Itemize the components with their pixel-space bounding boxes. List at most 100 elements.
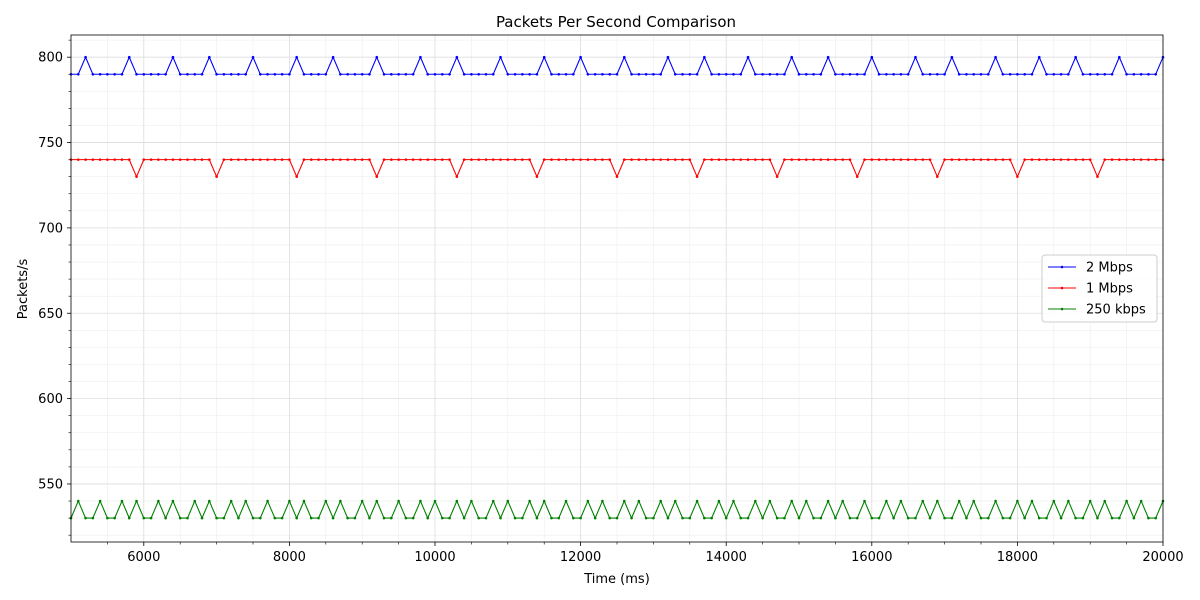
data-point-2-mbps (332, 56, 335, 59)
data-point-2-mbps (1147, 73, 1150, 76)
data-point-250-kbps (441, 517, 444, 520)
data-point-2-mbps (419, 56, 422, 59)
data-point-250-kbps (288, 500, 291, 503)
data-point-1-mbps (434, 158, 437, 161)
data-point-1-mbps (594, 158, 597, 161)
data-point-1-mbps (201, 158, 204, 161)
data-point-250-kbps (426, 517, 429, 520)
data-point-1-mbps (281, 158, 284, 161)
data-point-2-mbps (710, 73, 713, 76)
data-point-250-kbps (1023, 517, 1026, 520)
data-point-250-kbps (92, 517, 95, 520)
data-point-250-kbps (1154, 517, 1157, 520)
data-point-1-mbps (128, 158, 131, 161)
data-point-2-mbps (536, 73, 539, 76)
data-point-1-mbps (667, 158, 670, 161)
data-point-250-kbps (790, 500, 793, 503)
data-point-1-mbps (99, 158, 102, 161)
data-point-1-mbps (943, 158, 946, 161)
data-point-1-mbps (557, 158, 560, 161)
data-point-250-kbps (143, 517, 146, 520)
data-point-2-mbps (99, 73, 102, 76)
data-point-1-mbps (681, 158, 684, 161)
data-point-2-mbps (521, 73, 524, 76)
data-point-1-mbps (798, 158, 801, 161)
data-point-250-kbps (761, 517, 764, 520)
data-point-250-kbps (106, 517, 109, 520)
data-point-2-mbps (616, 73, 619, 76)
data-point-1-mbps (1096, 175, 1099, 178)
data-point-2-mbps (761, 73, 764, 76)
data-point-1-mbps (113, 158, 116, 161)
data-point-1-mbps (579, 158, 582, 161)
data-point-250-kbps (943, 517, 946, 520)
data-point-250-kbps (332, 517, 335, 520)
data-point-250-kbps (951, 517, 954, 520)
data-point-1-mbps (739, 158, 742, 161)
data-point-250-kbps (1103, 500, 1106, 503)
data-point-250-kbps (623, 500, 626, 503)
data-point-1-mbps (303, 158, 306, 161)
data-point-2-mbps (485, 73, 488, 76)
data-point-1-mbps (638, 158, 641, 161)
data-point-250-kbps (1009, 517, 1012, 520)
data-point-1-mbps (1103, 158, 1106, 161)
data-point-1-mbps (528, 158, 531, 161)
data-point-250-kbps (667, 517, 670, 520)
data-point-250-kbps (186, 517, 189, 520)
data-point-250-kbps (572, 517, 575, 520)
data-point-1-mbps (1002, 158, 1005, 161)
data-point-250-kbps (1147, 517, 1150, 520)
data-point-1-mbps (885, 158, 888, 161)
data-point-1-mbps (936, 175, 939, 178)
data-point-250-kbps (645, 517, 648, 520)
data-point-2-mbps (354, 73, 357, 76)
data-point-2-mbps (1089, 73, 1092, 76)
data-point-1-mbps (514, 158, 517, 161)
data-point-2-mbps (84, 56, 87, 59)
data-point-250-kbps (317, 517, 320, 520)
data-point-250-kbps (652, 517, 655, 520)
data-point-1-mbps (863, 158, 866, 161)
data-point-2-mbps (798, 73, 801, 76)
data-point-1-mbps (587, 158, 590, 161)
data-point-250-kbps (1082, 517, 1085, 520)
data-point-2-mbps (143, 73, 146, 76)
data-point-1-mbps (492, 158, 495, 161)
data-point-250-kbps (638, 500, 641, 503)
data-point-250-kbps (1096, 517, 1099, 520)
data-point-1-mbps (987, 158, 990, 161)
data-point-1-mbps (652, 158, 655, 161)
data-point-250-kbps (834, 517, 837, 520)
data-point-250-kbps (929, 517, 932, 520)
data-point-2-mbps (841, 73, 844, 76)
data-point-250-kbps (477, 517, 480, 520)
data-point-1-mbps (499, 158, 502, 161)
data-point-250-kbps (674, 500, 677, 503)
data-point-1-mbps (769, 158, 772, 161)
data-point-2-mbps (594, 73, 597, 76)
data-point-250-kbps (383, 517, 386, 520)
data-point-1-mbps (354, 158, 357, 161)
data-point-250-kbps (172, 500, 175, 503)
data-point-2-mbps (994, 56, 997, 59)
data-point-250-kbps (900, 500, 903, 503)
data-point-2-mbps (638, 73, 641, 76)
data-point-1-mbps (143, 158, 146, 161)
data-point-1-mbps (623, 158, 626, 161)
data-point-250-kbps (987, 517, 990, 520)
data-point-1-mbps (383, 158, 386, 161)
data-point-1-mbps (441, 158, 444, 161)
data-point-250-kbps (390, 517, 393, 520)
data-point-2-mbps (252, 56, 255, 59)
data-point-1-mbps (871, 158, 874, 161)
data-point-250-kbps (543, 500, 546, 503)
data-point-2-mbps (776, 73, 779, 76)
data-point-250-kbps (150, 517, 153, 520)
data-point-1-mbps (805, 158, 808, 161)
data-point-250-kbps (689, 517, 692, 520)
data-point-1-mbps (572, 158, 575, 161)
data-point-250-kbps (980, 517, 983, 520)
data-point-1-mbps (929, 158, 932, 161)
data-point-250-kbps (215, 517, 218, 520)
